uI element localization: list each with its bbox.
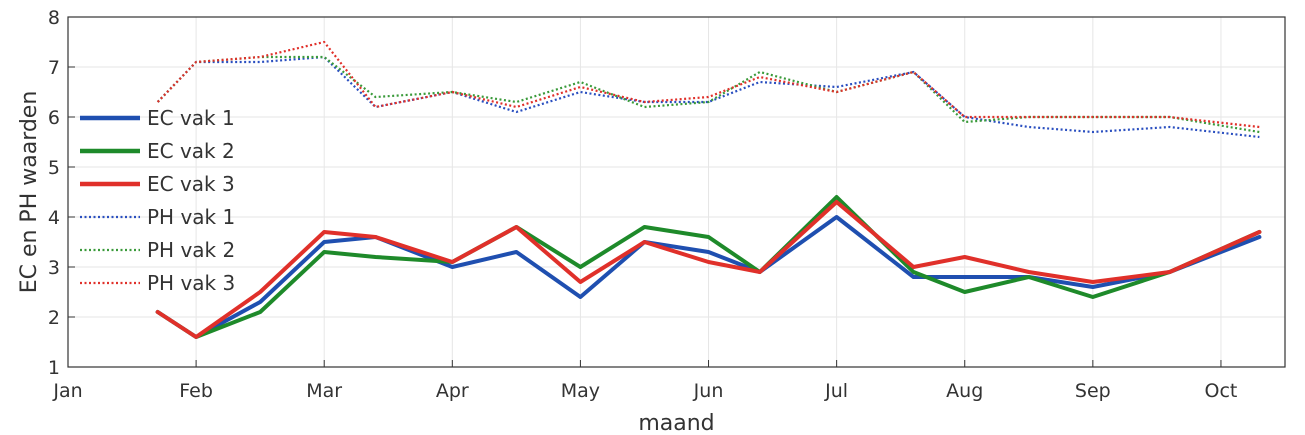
x-tick-label: Feb bbox=[179, 380, 213, 402]
x-tick-label: Mar bbox=[306, 380, 342, 402]
y-axis-title: EC en PH waarden bbox=[17, 91, 42, 294]
legend-label: EC vak 3 bbox=[147, 172, 235, 196]
x-tick-label: Aug bbox=[946, 380, 983, 402]
y-tick-label: 4 bbox=[48, 207, 60, 229]
y-tick-label: 2 bbox=[48, 307, 60, 329]
legend: EC vak 1 EC vak 2 EC vak 3 PH vak 1 PH vak 2… bbox=[80, 106, 235, 295]
y-tick-label: 3 bbox=[48, 257, 60, 279]
legend-label: EC vak 1 bbox=[147, 106, 235, 130]
y-tick-label: 8 bbox=[48, 7, 60, 29]
plot-area-frame bbox=[67, 16, 1286, 368]
y-tick-label: 1 bbox=[48, 357, 60, 379]
y-tick-label: 6 bbox=[48, 107, 60, 129]
x-tick-label: Jan bbox=[52, 380, 82, 402]
legend-label: PH vak 2 bbox=[147, 238, 235, 262]
series-line-ph-vak-3 bbox=[156, 40, 1260, 129]
x-tick-label: May bbox=[561, 380, 600, 402]
x-tick-label: Oct bbox=[1205, 380, 1238, 402]
x-tick-label: Apr bbox=[436, 380, 469, 402]
series-line-ph-vak-1 bbox=[156, 55, 1260, 139]
series-line-ec-vak-3 bbox=[155, 200, 1262, 339]
x-tick-label: Sep bbox=[1075, 380, 1111, 402]
legend-label: EC vak 2 bbox=[147, 139, 235, 163]
x-tick-label: Jul bbox=[824, 380, 848, 402]
x-tick-label: Jun bbox=[693, 380, 724, 402]
y-axis-ticks: 1 2 3 4 5 6 7 8 bbox=[48, 7, 75, 379]
series-line-ph-vak-2 bbox=[156, 55, 1260, 134]
y-tick-label: 7 bbox=[48, 57, 60, 79]
grid-lines bbox=[67, 16, 1285, 368]
y-tick-label: 5 bbox=[48, 157, 60, 179]
legend-label: PH vak 3 bbox=[147, 271, 235, 295]
x-axis-ticks: Jan Feb Mar Apr May Jun Jul Aug Sep Oct bbox=[52, 360, 1237, 402]
x-axis-title: maand bbox=[638, 411, 714, 435]
series-lines bbox=[155, 40, 1262, 339]
legend-label: PH vak 1 bbox=[147, 205, 235, 229]
series-line-ec-vak-2 bbox=[155, 195, 1262, 339]
